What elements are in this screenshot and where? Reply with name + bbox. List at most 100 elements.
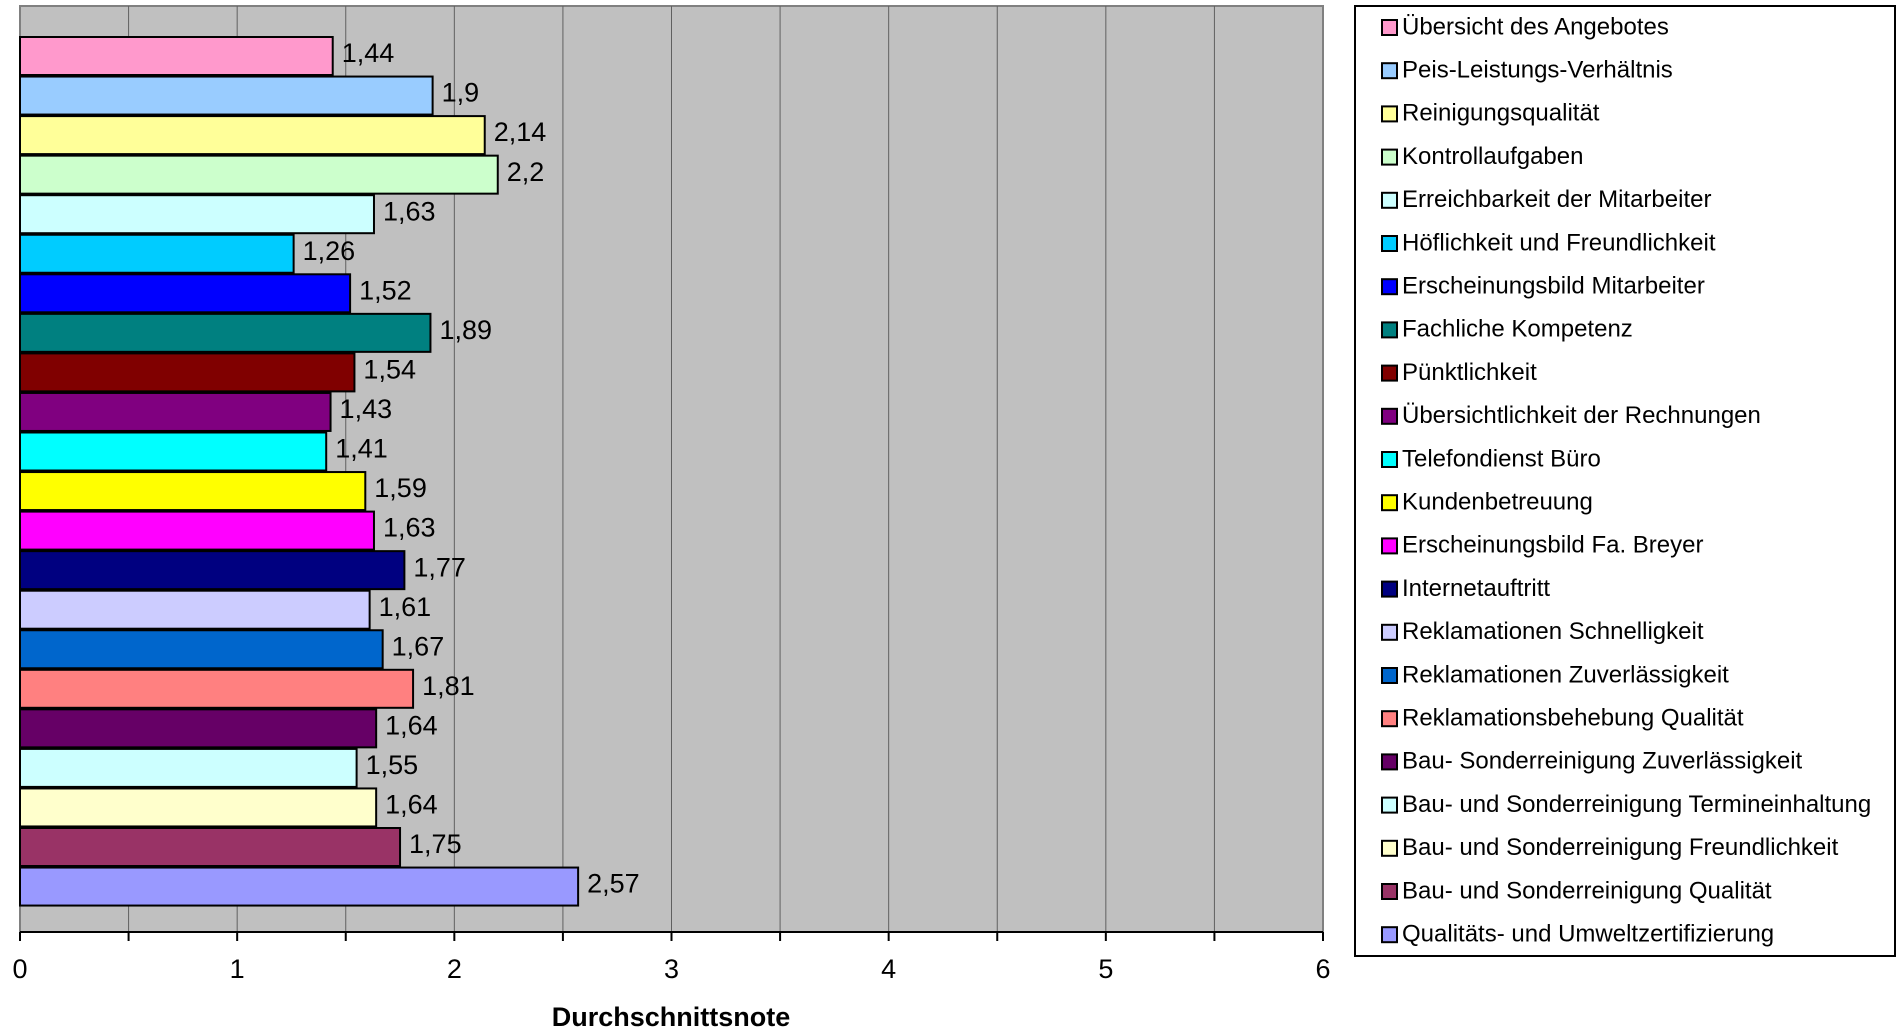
bar <box>19 233 295 274</box>
legend-label: Reinigungsqualität <box>1402 100 1600 127</box>
x-tick-label: 3 <box>664 954 679 984</box>
legend-label: Internetauftritt <box>1402 575 1550 602</box>
x-tick-label: 0 <box>12 954 27 984</box>
bar <box>19 36 334 76</box>
legend-label: Telefondienst Büro <box>1402 445 1601 472</box>
data-label: 2,2 <box>507 157 545 187</box>
legend-swatch <box>1381 494 1398 512</box>
x-tick-label: 2 <box>447 954 462 984</box>
legend-swatch <box>1381 580 1398 598</box>
legend-label: Pünktlichkeit <box>1402 359 1537 386</box>
legend-swatch <box>1381 796 1398 814</box>
bar <box>19 115 486 156</box>
legend-swatch <box>1381 623 1398 641</box>
legend-label: Peis-Leistungs-Verhältnis <box>1402 57 1673 84</box>
legend-box <box>1354 5 1896 957</box>
legend-swatch <box>1381 537 1398 555</box>
bar <box>19 154 499 195</box>
legend: Übersicht des Angebotes Peis-Leistungs-Ve… <box>1354 5 1896 957</box>
legend-swatch <box>1381 839 1398 857</box>
legend-swatch <box>1381 321 1398 339</box>
data-label: 1,64 <box>385 710 438 740</box>
bar <box>19 668 415 709</box>
bar <box>19 75 434 116</box>
bar <box>19 708 378 749</box>
bars <box>19 36 580 907</box>
data-label: 1,89 <box>439 315 492 345</box>
legend-swatch <box>1381 883 1398 900</box>
x-axis-title: Durchschnittsnote <box>552 1002 791 1029</box>
data-label: 1,9 <box>442 78 480 108</box>
legend-label: Erreichbarkeit der Mitarbeiter <box>1402 186 1711 213</box>
legend-swatch <box>1381 19 1398 36</box>
data-label: 1,41 <box>335 434 388 464</box>
bar <box>19 312 432 353</box>
legend-label: Fachliche Kompetenz <box>1402 316 1633 343</box>
legend-label: Übersichtlichkeit der Rechnungen <box>1402 402 1761 429</box>
legend-swatch <box>1381 407 1398 425</box>
x-tick-label: 5 <box>1098 954 1113 984</box>
legend-label: Kundenbetreuung <box>1402 489 1593 516</box>
bar <box>19 747 358 788</box>
legend-label: Reklamationen Schnelligkeit <box>1402 618 1704 645</box>
data-label: 1,59 <box>374 473 427 503</box>
bar <box>19 273 352 314</box>
data-label: 1,43 <box>340 394 393 424</box>
bar <box>19 550 406 591</box>
bar <box>19 391 332 432</box>
data-label: 1,63 <box>383 513 436 543</box>
legend-label: Erscheinungsbild Mitarbeiter <box>1402 273 1705 300</box>
legend-label: Bau- und Sonderreinigung Qualität <box>1402 877 1772 904</box>
bar <box>19 352 356 393</box>
bar <box>19 589 371 630</box>
legend-swatch <box>1381 364 1398 382</box>
legend-swatch <box>1381 667 1398 684</box>
bar <box>19 431 328 472</box>
legend-swatch <box>1381 105 1398 123</box>
data-label: 1,54 <box>363 355 416 385</box>
data-label: 2,14 <box>494 117 547 147</box>
legend-label: Reklamationen Zuverlässigkeit <box>1402 661 1729 688</box>
legend-label: Höflichkeit und Freundlichkeit <box>1402 229 1716 256</box>
legend-swatch <box>1381 191 1398 209</box>
data-label: 1,26 <box>303 236 356 266</box>
data-label: 2,57 <box>587 869 640 899</box>
data-label: 1,81 <box>422 671 475 701</box>
data-label: 1,52 <box>359 275 412 305</box>
legend-label: Übersicht des Angebotes <box>1402 13 1669 40</box>
data-label: 1,77 <box>413 552 466 582</box>
legend-label: Kontrollaufgaben <box>1402 143 1583 170</box>
data-label: 1,61 <box>379 592 432 622</box>
legend-label: Qualitäts- und Umweltzertifizierung <box>1402 921 1774 948</box>
data-label: 1,64 <box>385 790 438 820</box>
data-labels: 1,44 1,9 2,14 2,2 1,63 1,261,52 1,89 1,54 1,43 1,… <box>303 38 640 899</box>
bar <box>19 787 378 828</box>
bar <box>19 510 375 551</box>
legend-swatch <box>1381 753 1398 771</box>
legend-swatch <box>1381 926 1398 944</box>
data-label: 1,75 <box>409 829 462 859</box>
legend-label: Bau- und Sonderreinigung Freundlichkeit <box>1402 834 1839 861</box>
data-label: 1,44 <box>342 38 395 68</box>
legend-label: Bau- und Sonderreinigung Termineinhaltun… <box>1402 791 1871 818</box>
legend-label: Reklamationsbehebung Qualität <box>1402 705 1744 732</box>
legend-swatch <box>1381 278 1398 296</box>
legend-swatch <box>1381 62 1398 80</box>
bar <box>19 194 375 235</box>
legend-swatch <box>1381 148 1398 166</box>
bar <box>19 866 580 907</box>
bar <box>19 471 367 512</box>
legend-swatch <box>1381 235 1398 252</box>
legend-swatch <box>1381 451 1398 468</box>
x-tick-label: 1 <box>230 954 245 984</box>
x-tick-label: 4 <box>881 954 896 984</box>
legend-swatch <box>1381 710 1398 728</box>
legend-label: Bau- Sonderreinigung Zuverlässigkeit <box>1402 748 1803 775</box>
data-label: 1,63 <box>383 196 436 226</box>
data-label: 1,55 <box>366 750 419 780</box>
bar <box>19 827 402 867</box>
x-tick-label: 6 <box>1315 954 1330 984</box>
data-label: 1,67 <box>392 631 445 661</box>
bar <box>19 629 384 670</box>
